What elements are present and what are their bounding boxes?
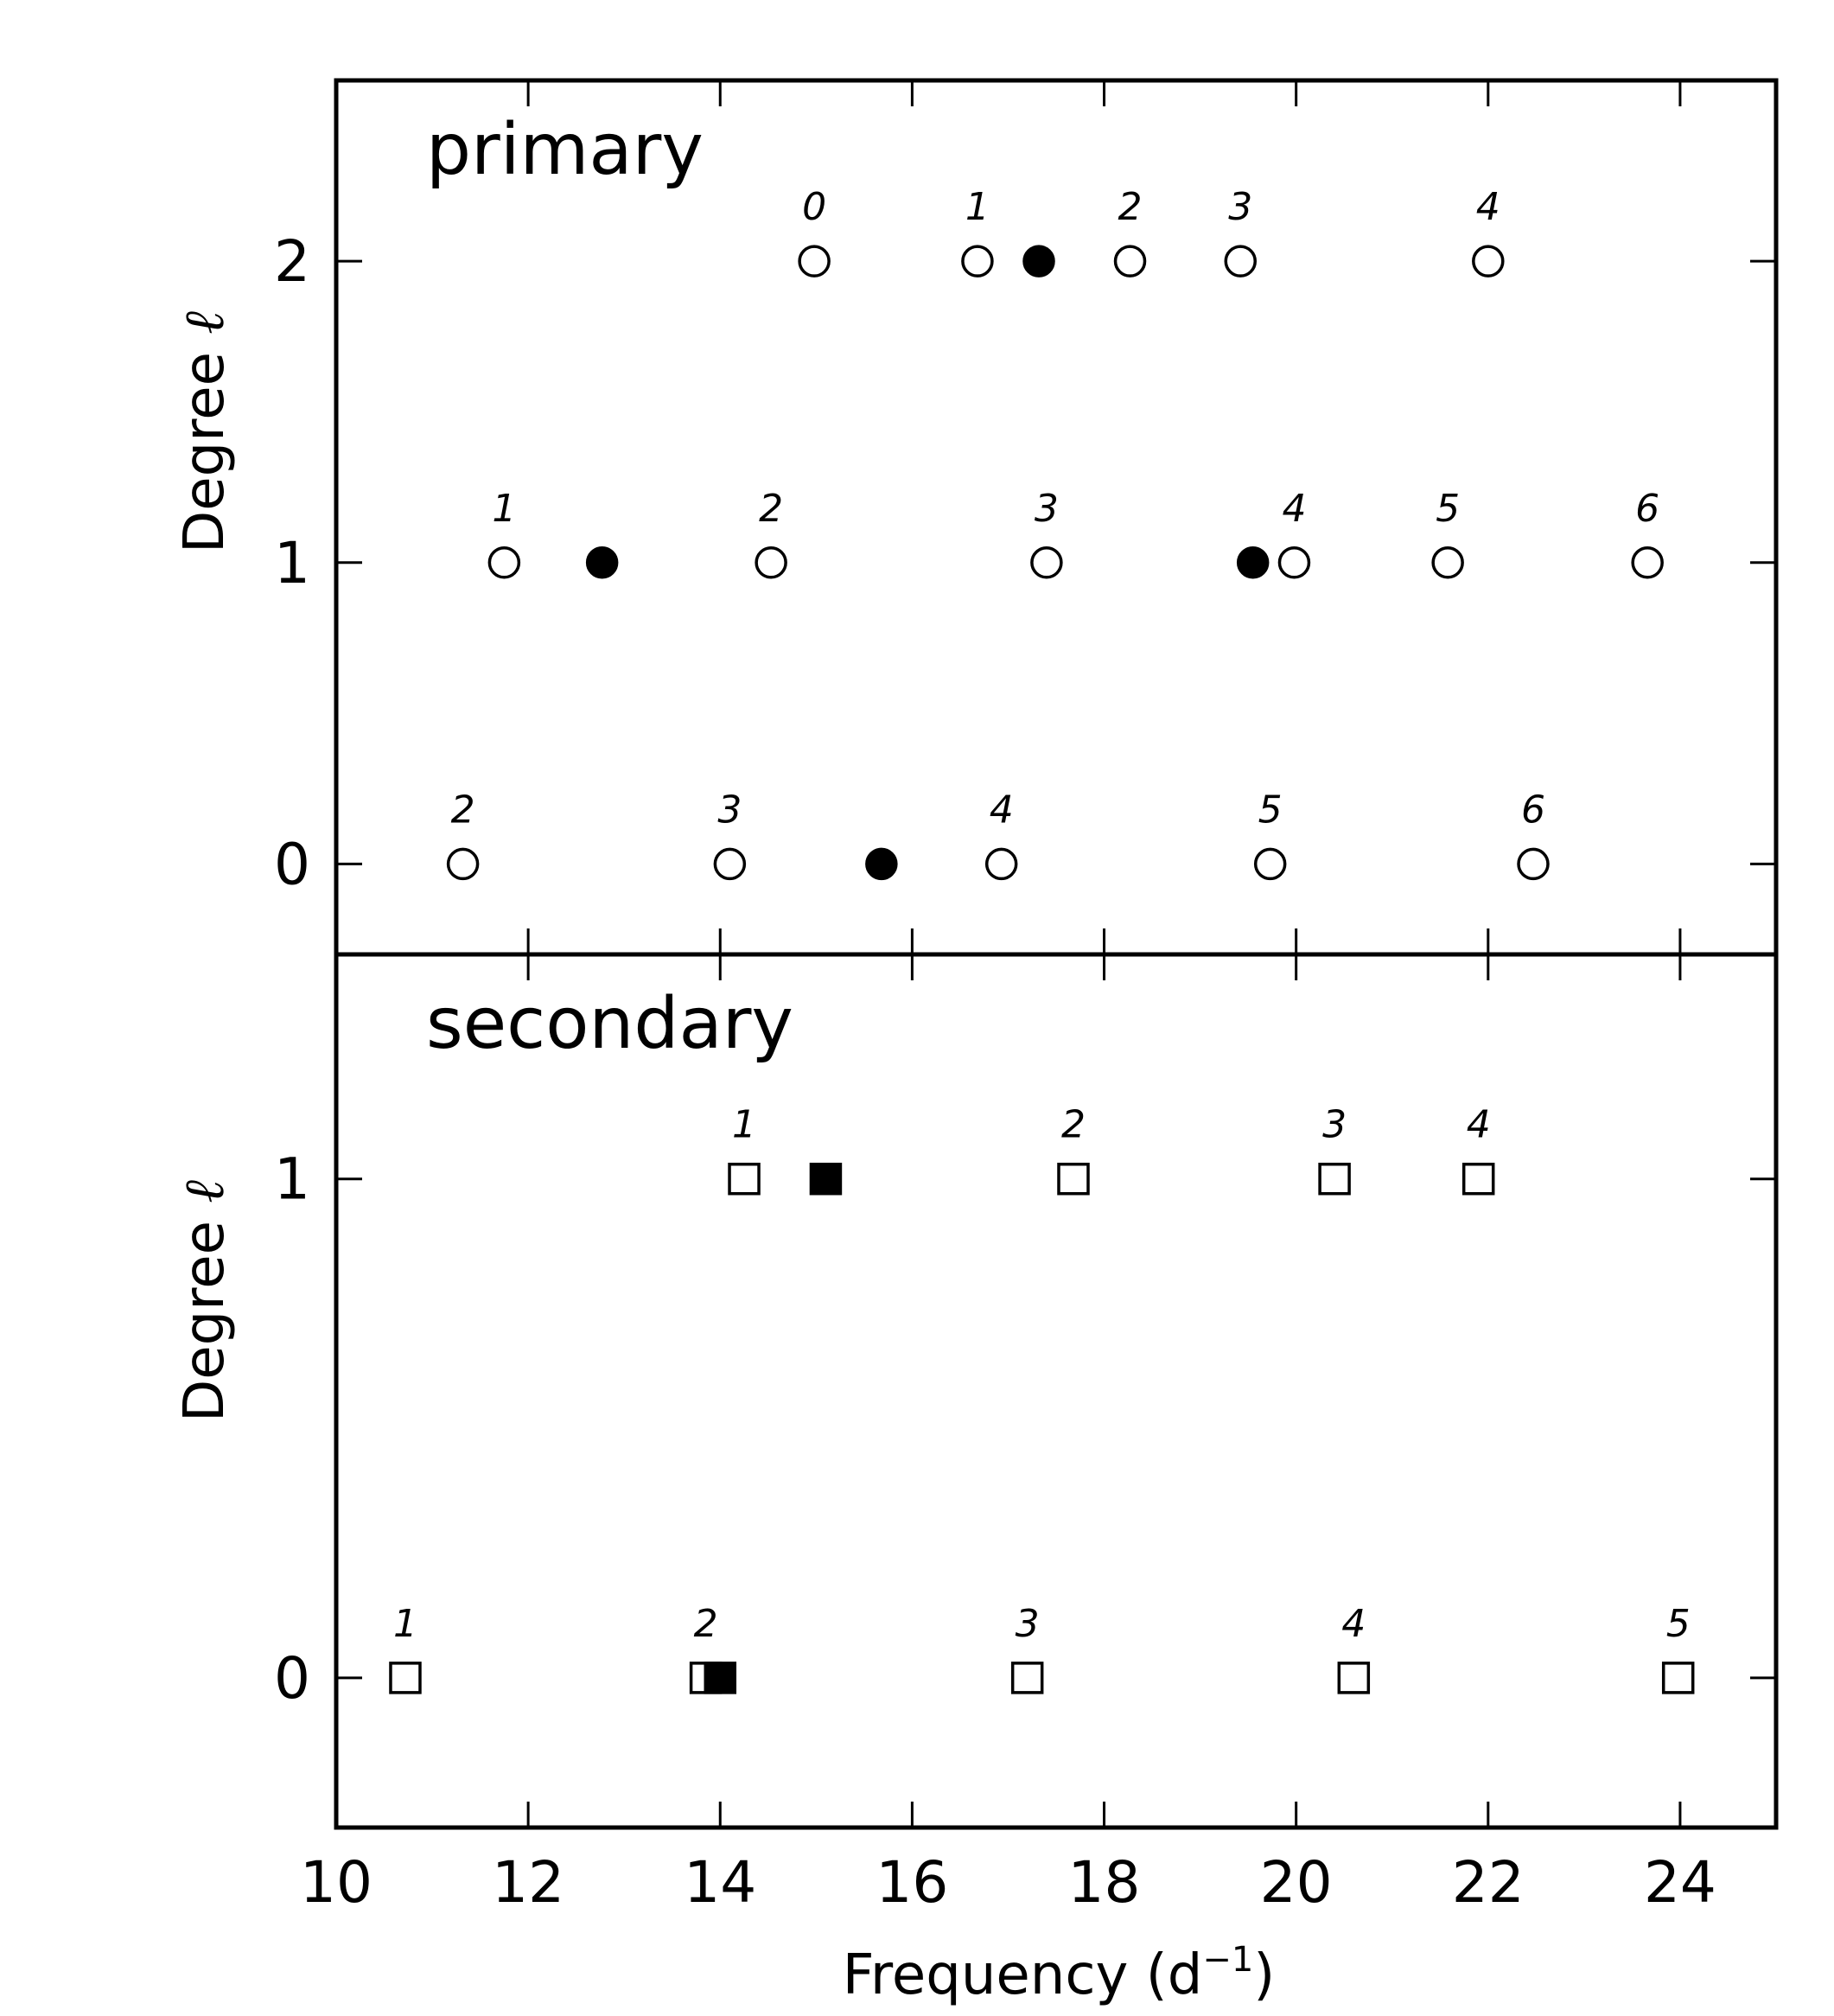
open-circle-marker (1277, 546, 1311, 579)
open-circle-marker (1631, 546, 1664, 579)
x-tick-label: 12 (492, 1849, 564, 1916)
radial-order-label: 4 (1476, 185, 1500, 229)
filled-circle-marker (1236, 546, 1270, 579)
y-tick-label: 0 (274, 831, 310, 897)
y-axis-label-ell: ℓ (173, 311, 237, 335)
open-circle-marker (798, 245, 831, 278)
open-square-marker (1461, 1162, 1495, 1196)
plot-frame (334, 952, 1779, 1830)
y-tick-label: 1 (274, 530, 310, 597)
radial-order-label: 3 (1016, 1602, 1040, 1646)
y-axis-label: Degree ℓ (173, 1180, 237, 1422)
radial-order-label: 4 (990, 788, 1014, 832)
open-circle-marker (1113, 245, 1147, 278)
open-circle-marker (984, 847, 1018, 881)
radial-order-label: 1 (732, 1103, 756, 1147)
radial-order-label: 6 (1635, 487, 1659, 531)
panel-title: secondary (426, 983, 793, 1065)
y-tick-label: 1 (274, 1146, 310, 1213)
radial-order-label: 1 (492, 487, 516, 531)
open-circle-marker (713, 847, 747, 881)
x-tick-label: 22 (1452, 1849, 1525, 1916)
radial-order-label: 2 (1061, 1103, 1086, 1147)
radial-order-label: 2 (451, 788, 475, 832)
filled-circle-marker (585, 546, 619, 579)
x-tick-label: 14 (684, 1849, 756, 1916)
radial-order-label: 2 (759, 487, 783, 531)
filled-circle-marker (865, 847, 898, 881)
y-tick-label: 0 (274, 1645, 310, 1712)
x-tick-label: 16 (876, 1849, 948, 1916)
y-tick-label: 2 (274, 228, 310, 295)
y-axis-label-text: Degree (173, 1203, 237, 1422)
radial-order-label: 3 (717, 788, 742, 832)
x-axis-label-superscript: −1 (1202, 1940, 1253, 1980)
radial-order-label: 2 (694, 1602, 718, 1646)
radial-order-label: 3 (1322, 1103, 1347, 1147)
radial-order-label: 5 (1666, 1602, 1691, 1646)
radial-order-label: 1 (393, 1602, 417, 1646)
open-circle-marker (1472, 245, 1505, 278)
open-circle-marker (1517, 847, 1550, 881)
x-axis-label-close: ) (1253, 1943, 1275, 2007)
open-square-marker (1337, 1662, 1371, 1694)
open-circle-marker (755, 546, 787, 579)
open-circle-marker (1431, 546, 1464, 579)
panel-title: primary (426, 109, 704, 191)
radial-order-label: 2 (1118, 185, 1143, 229)
radial-order-label: 3 (1228, 185, 1252, 229)
filled-square-marker (704, 1662, 737, 1694)
panel-primary: 0 1 2 Degree ℓ primary 0 1 2 3 4 1 2 3 4 5 6 2 3 4 5 6 (173, 78, 1779, 957)
x-tick-label: 18 (1068, 1849, 1141, 1916)
filled-circle-marker (1022, 245, 1055, 278)
x-axis-label-text: Frequency (d (843, 1943, 1203, 2007)
open-square-marker (728, 1162, 761, 1196)
filled-square-marker (809, 1162, 843, 1196)
radial-order-label: 4 (1282, 487, 1306, 531)
radial-order-label: 5 (1258, 788, 1283, 832)
open-circle-marker (1253, 847, 1287, 881)
radial-order-label: 4 (1341, 1602, 1366, 1646)
open-circle-marker (446, 847, 480, 881)
radial-order-label: 5 (1436, 487, 1460, 531)
open-square-marker (1318, 1162, 1351, 1196)
open-square-marker (1661, 1662, 1695, 1694)
x-tick-label: 20 (1260, 1849, 1333, 1916)
y-axis-label-text: Degree (173, 335, 237, 553)
radial-order-label: 6 (1521, 788, 1545, 832)
open-circle-marker (1224, 245, 1257, 278)
y-axis-label: Degree ℓ (173, 311, 237, 553)
radial-order-label: 1 (965, 185, 990, 229)
x-tick-label: 10 (300, 1849, 373, 1916)
open-circle-marker (487, 546, 521, 579)
y-axis-label-ell: ℓ (173, 1180, 237, 1203)
open-circle-marker (961, 245, 994, 278)
open-circle-marker (1030, 546, 1063, 579)
radial-order-label: 3 (1035, 487, 1059, 531)
x-axis-label: Frequency (d−1) (843, 1940, 1276, 2007)
radial-order-label: 4 (1467, 1103, 1491, 1147)
open-square-marker (389, 1662, 422, 1694)
radial-order-label: 0 (802, 185, 826, 229)
open-square-marker (1010, 1662, 1044, 1694)
x-tick-label: 24 (1644, 1849, 1716, 1916)
open-square-marker (1057, 1162, 1090, 1196)
